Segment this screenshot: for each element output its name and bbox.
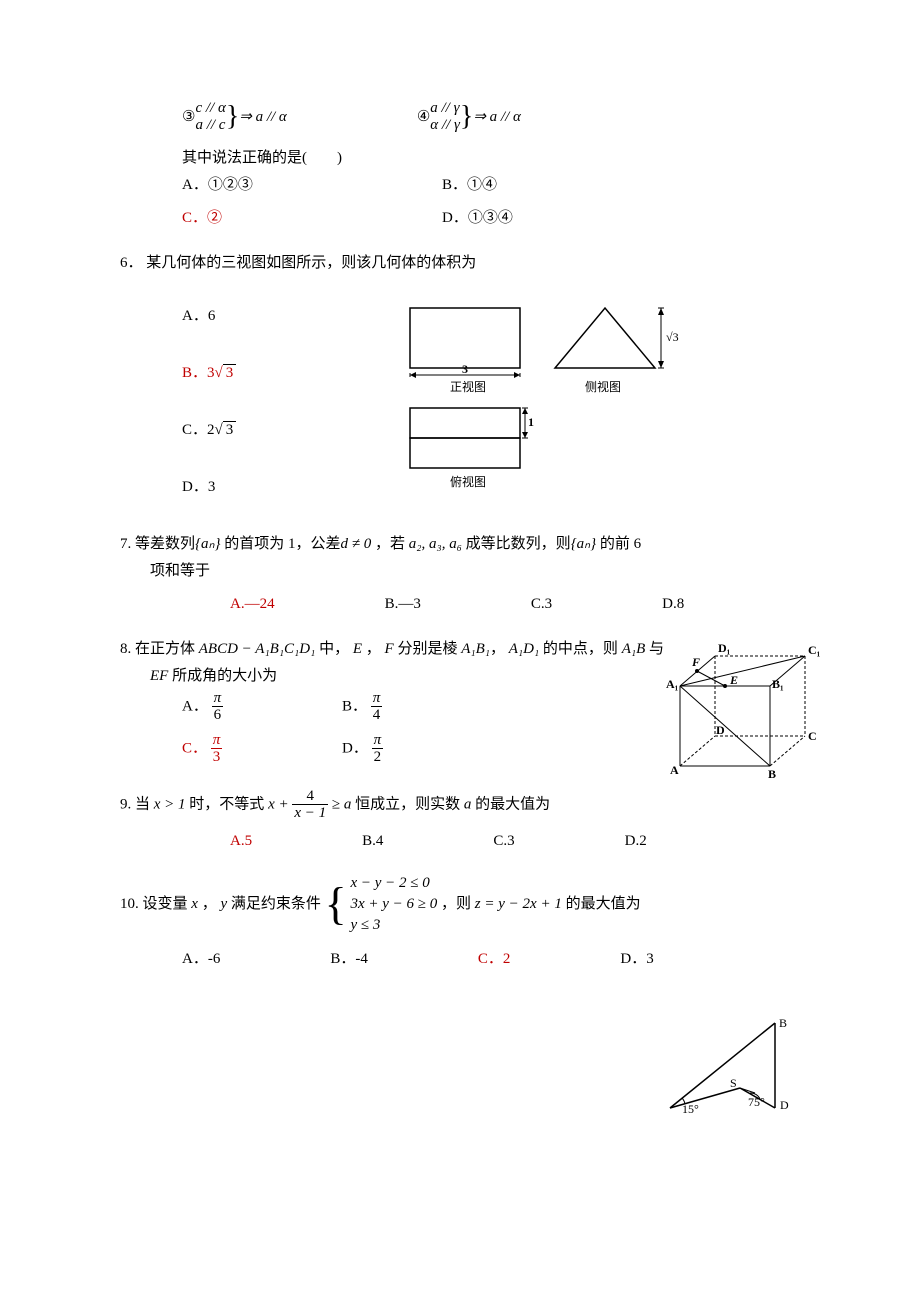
svg-text:15°: 15° <box>682 1102 699 1113</box>
q9-opt-a: A.5 <box>230 828 252 855</box>
q5-opt-c: C．② <box>182 205 442 232</box>
svg-text:A: A <box>670 763 679 777</box>
svg-text:75°: 75° <box>748 1095 765 1109</box>
svg-text:1: 1 <box>528 415 534 429</box>
svg-text:E: E <box>729 673 738 687</box>
q7-opt-a: A.—24 <box>230 591 275 618</box>
svg-text:侧视图: 侧视图 <box>585 379 621 394</box>
q7-num: 7. <box>120 536 131 552</box>
q7-opt-d: D.8 <box>662 591 684 618</box>
q10-opt-d: D．3 <box>620 946 653 973</box>
q5-opt-a: A．①②③ <box>182 172 442 199</box>
brace-left-icon: { <box>325 883 347 924</box>
q7: 7. 等差数列{aₙ} 的首项为 1，公差d ≠ 0 ，若 a₂, a₃, a₆… <box>120 531 800 618</box>
svg-text:B₁: B₁ <box>772 677 784 691</box>
brace-icon: } <box>226 103 239 131</box>
q8-cube-figure: A B C D A₁ B₁ C₁ D₁ E F <box>660 626 840 796</box>
q10: 10. 设变量 x ， y 满足约束条件 { x − y − 2 ≤ 0 3x … <box>120 873 800 973</box>
svg-text:正视图: 正视图 <box>450 379 486 394</box>
q8: 8. 在正方体 ABCD − A₁B₁C₁D₁ 中， E ， F 分别是棱 A₁… <box>120 636 800 766</box>
q6: 6． 某几何体的三视图如图所示，则该几何体的体积为 A．6 B．33 C．23 … <box>120 250 800 501</box>
circled-4: ④ <box>417 104 430 131</box>
svg-text:√3: √3 <box>666 330 679 344</box>
q9: 9. 当 x > 1 时，不等式 x + 4x − 1 ≥ a 恒成立，则实数 … <box>120 788 800 855</box>
q6-num: 6． <box>120 255 143 271</box>
q5-opt-d: D．①③④ <box>442 205 702 232</box>
q7-opt-b: B.—3 <box>385 591 421 618</box>
q6-stem: 某几何体的三视图如图所示，则该几何体的体积为 <box>146 255 476 271</box>
svg-text:B: B <box>779 1016 787 1030</box>
q7-opt-c: C.3 <box>531 591 552 618</box>
svg-text:F: F <box>691 655 700 669</box>
svg-text:3: 3 <box>462 362 468 376</box>
q8-opt-a: A． π6 <box>182 690 342 724</box>
q9-num: 9. <box>120 796 131 812</box>
bottom-figure: B S D 15° 75° <box>120 1013 800 1123</box>
q9-opt-b: B.4 <box>362 828 383 855</box>
q6-three-views: 3 正视图 √3 侧视图 1 俯视图 <box>400 303 680 513</box>
svg-text:A₁: A₁ <box>666 677 679 691</box>
stmt-3: ③ c // α a // c } ⇒ a // α <box>182 100 287 135</box>
q9-opt-c: C.3 <box>493 828 514 855</box>
svg-text:D₁: D₁ <box>718 641 731 655</box>
q10-opt-a: A．-6 <box>182 946 220 973</box>
q8-num: 8. <box>120 641 131 657</box>
svg-text:C: C <box>808 729 817 743</box>
stmt-4: ④ a // γ α // γ } ⇒ a // α <box>417 100 521 135</box>
svg-text:C₁: C₁ <box>808 643 821 657</box>
q8-opt-d: D． π2 <box>342 732 502 766</box>
q8-opt-b: B． π4 <box>342 690 502 724</box>
q9-opt-d: D.2 <box>625 828 647 855</box>
q5-prompt: 其中说法正确的是( ) <box>182 145 800 172</box>
q10-opt-c: C．2 <box>478 946 511 973</box>
brace-icon: } <box>460 103 473 131</box>
svg-text:S: S <box>730 1076 737 1090</box>
svg-text:D: D <box>780 1098 789 1112</box>
svg-text:俯视图: 俯视图 <box>450 474 486 489</box>
circled-3: ③ <box>182 104 195 131</box>
q10-num: 10. <box>120 895 139 911</box>
svg-text:B: B <box>768 767 776 781</box>
q5-tail: ③ c // α a // c } ⇒ a // α ④ a // γ α //… <box>120 100 800 232</box>
q10-opt-b: B．-4 <box>330 946 368 973</box>
q5-opt-b: B．①④ <box>442 172 702 199</box>
svg-text:D: D <box>716 723 725 737</box>
q8-opt-c: C． π3 <box>182 732 342 766</box>
